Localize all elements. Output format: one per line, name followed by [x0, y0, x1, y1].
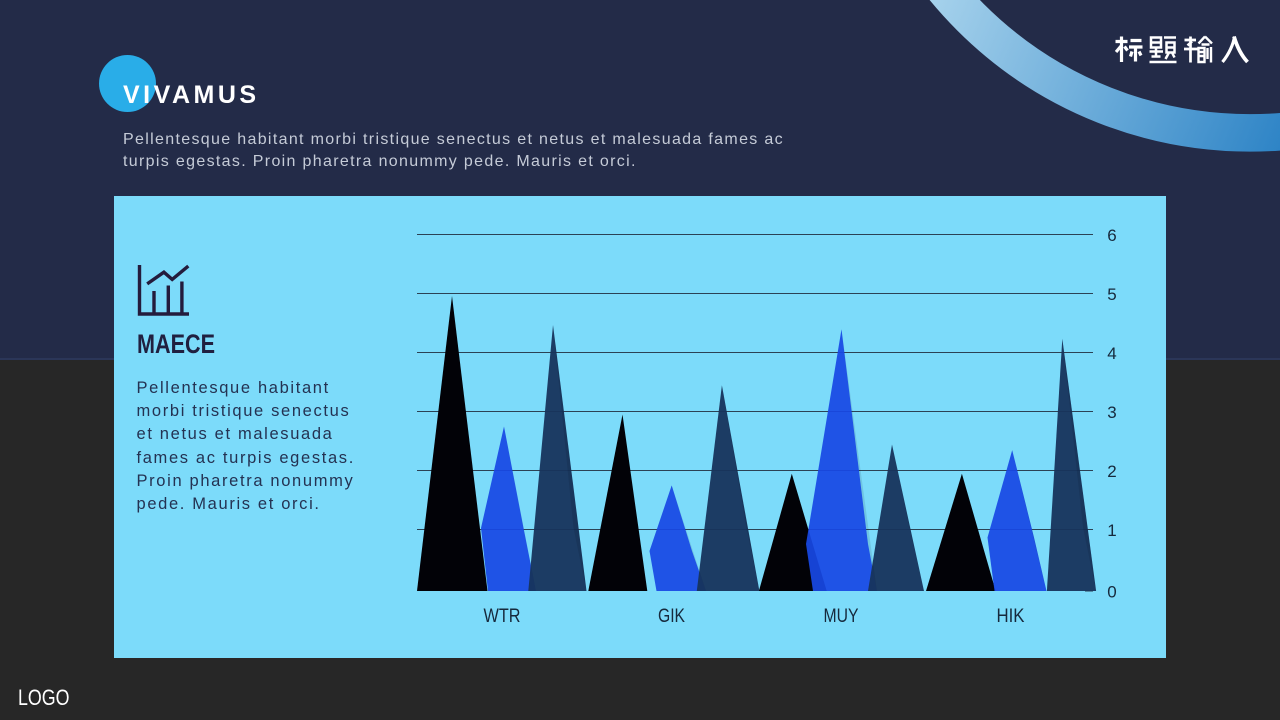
- svg-text:5: 5: [1107, 285, 1116, 304]
- svg-text:4: 4: [1107, 344, 1116, 363]
- svg-text:MUY: MUY: [824, 605, 859, 627]
- svg-text:1: 1: [1107, 521, 1116, 540]
- svg-text:3: 3: [1107, 403, 1116, 422]
- svg-text:0: 0: [1107, 583, 1116, 602]
- svg-text:2: 2: [1107, 462, 1116, 481]
- svg-text:6: 6: [1107, 226, 1116, 245]
- svg-text:HIK: HIK: [997, 605, 1025, 627]
- svg-text:GIK: GIK: [658, 605, 685, 627]
- svg-text:WTR: WTR: [484, 605, 521, 627]
